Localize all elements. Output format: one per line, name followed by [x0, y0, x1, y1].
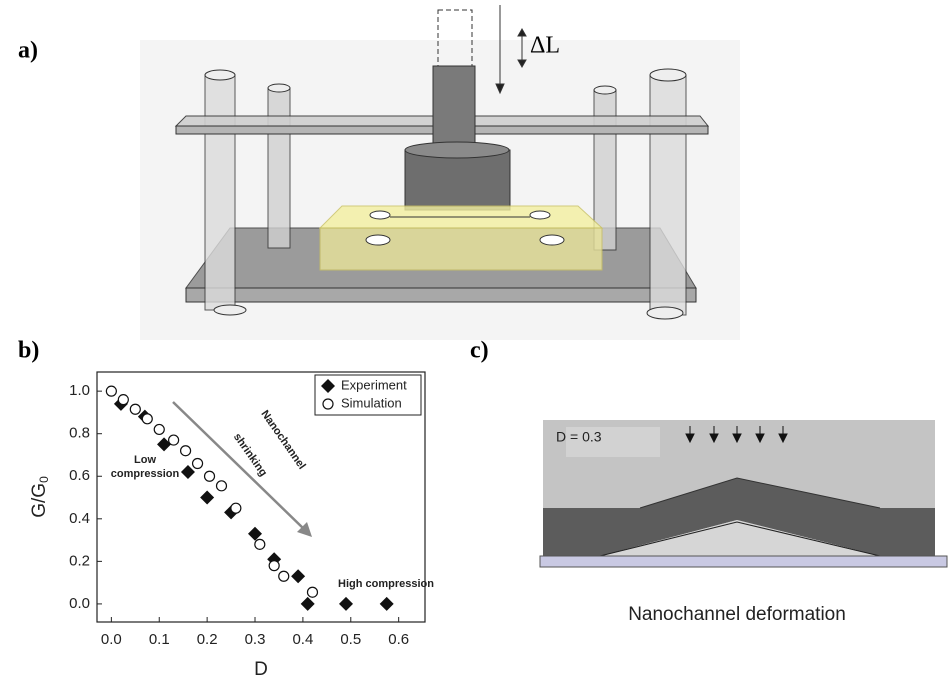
data-point — [179, 445, 192, 457]
data-point — [322, 398, 334, 410]
data-point — [105, 385, 117, 397]
y-tick-label: 0.4 — [69, 510, 90, 527]
data-point — [129, 403, 141, 415]
chart: 0.0 0.1 0.2 0.3 0.4 0.5 0.6 0.0 0.2 0.4 0.6 0.8 1.0 D… — [29, 371, 434, 680]
x-tick-label: 0.0 — [101, 631, 122, 648]
y-axis-label-sub: 0 — [37, 476, 51, 483]
plot-frame — [96, 371, 426, 623]
x-tick-label: 0.5 — [340, 631, 361, 648]
y-tick-label: 0.0 — [69, 595, 90, 612]
legend-label: Simulation — [341, 395, 402, 410]
y-tick-label: 0.6 — [69, 467, 90, 484]
panel-label: c) — [470, 338, 489, 364]
data-point — [203, 470, 216, 482]
data-point — [268, 560, 280, 572]
y-tick-label: 1.0 — [69, 382, 90, 399]
data-point — [117, 394, 129, 406]
y-axis-label: G/G0 — [29, 476, 51, 518]
data-point — [157, 437, 172, 452]
data-point — [278, 570, 290, 582]
data-point — [180, 465, 195, 479]
y-tick-label: 0.2 — [69, 552, 90, 569]
data-point — [254, 538, 266, 550]
x-tick-label: 0.2 — [197, 631, 218, 648]
data-point — [291, 569, 306, 584]
data-point — [200, 490, 215, 505]
inset-label: D = 0.3 — [556, 429, 602, 445]
panel-label: a) — [18, 38, 38, 64]
delta-label: ΔL — [530, 33, 560, 59]
annotation: Nanochannel — [258, 408, 307, 471]
annotation: Low — [134, 454, 156, 466]
x-tick-label: 0.3 — [245, 631, 266, 648]
annotation: High compression — [338, 578, 434, 590]
panel-label: b) — [18, 338, 39, 364]
data-point — [248, 526, 263, 541]
data-point — [379, 596, 394, 611]
trend-arrow — [172, 401, 306, 531]
caption: Nanochannel deformation — [628, 604, 846, 625]
data-point — [191, 457, 204, 470]
legend-label: Experiment — [341, 377, 407, 392]
data-point — [230, 502, 242, 514]
data-point — [153, 423, 165, 436]
trend-arrow-head — [297, 522, 312, 537]
y-axis-label-main: G/G — [29, 483, 50, 518]
data-point — [321, 379, 335, 393]
data-point — [338, 596, 353, 611]
data-point — [168, 434, 180, 446]
x-tick-label: 0.1 — [149, 631, 170, 648]
apparatus — [140, 5, 740, 340]
data-point — [300, 596, 315, 611]
annotation: compression — [111, 468, 180, 480]
x-axis-label: D — [254, 659, 268, 680]
annotation: shrinking — [231, 431, 269, 478]
x-tick-label: 0.4 — [292, 631, 313, 648]
x-tick-label: 0.6 — [388, 631, 409, 648]
legend-box — [314, 374, 422, 416]
data-point — [141, 413, 153, 425]
y-tick-label: 0.8 — [69, 425, 90, 442]
deformation-diagram — [539, 420, 948, 568]
data-point — [215, 480, 228, 492]
data-point — [306, 586, 319, 598]
